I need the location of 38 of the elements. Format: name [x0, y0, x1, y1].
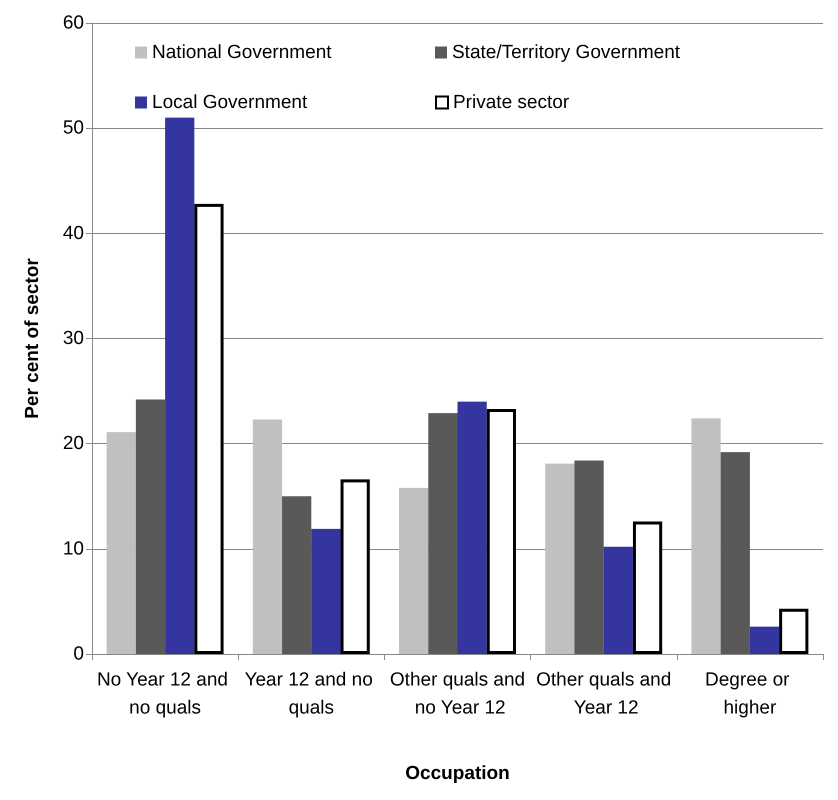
x-tick-label: Other quals and no Year 12 [390, 670, 526, 718]
bar [604, 546, 633, 654]
bar [458, 402, 487, 654]
bar [399, 488, 428, 654]
bar [750, 626, 780, 654]
bar [779, 608, 808, 654]
bar [136, 399, 166, 654]
bar [340, 479, 370, 654]
legend-label: Private sector [453, 92, 570, 113]
legend-label: Local Government [152, 92, 308, 113]
bar [545, 464, 574, 654]
y-tick-label: 60 [62, 12, 84, 34]
bar [106, 432, 136, 654]
y-axis-title: Per cent of sector [22, 258, 43, 419]
bar [165, 118, 194, 654]
y-tick-label: 40 [62, 222, 84, 244]
legend-label: State/Territory Government [452, 42, 681, 63]
bar [194, 204, 224, 654]
y-tick-label: 0 [73, 644, 84, 664]
bar [282, 496, 312, 654]
bar [311, 528, 341, 654]
bar [574, 460, 604, 654]
x-tick-label: Other quals and Year 12 [536, 670, 672, 718]
x-tick-label: Year 12 and no quals [244, 670, 378, 718]
y-tick-label: 20 [62, 433, 84, 454]
bar [252, 419, 282, 654]
x-tick-label: No Year 12 and no quals [96, 670, 234, 718]
x-axis-title: Occupation [405, 763, 510, 784]
x-tick-label: Degree or higher [705, 670, 795, 718]
bar [691, 418, 721, 654]
bar [486, 408, 516, 654]
bar [428, 413, 458, 654]
bar [632, 521, 662, 654]
y-tick-label: 50 [62, 118, 84, 139]
bar [720, 452, 750, 654]
y-tick-label: 30 [62, 328, 84, 349]
legend-label: National Government [152, 42, 332, 63]
y-tick-label: 10 [62, 538, 84, 560]
